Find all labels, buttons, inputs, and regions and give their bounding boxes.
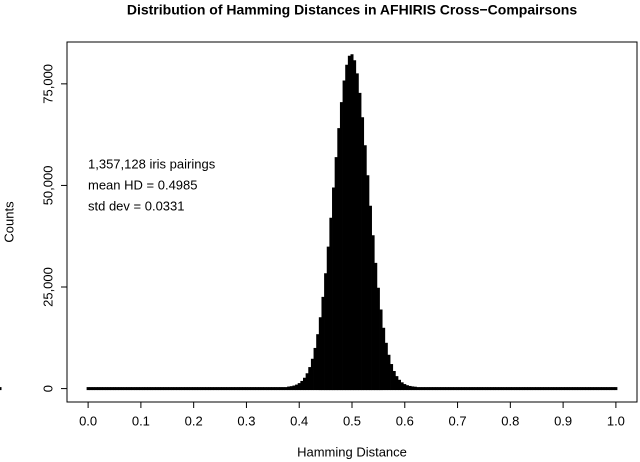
x-tick-label: 0.1 bbox=[132, 413, 150, 428]
chart-title: Distribution of Hamming Distances in AFH… bbox=[127, 2, 577, 18]
x-tick-label: 0.3 bbox=[237, 413, 255, 428]
x-tick-label: 0.7 bbox=[449, 413, 467, 428]
x-tick-label: 1.0 bbox=[607, 413, 625, 428]
x-tick-label: 0.8 bbox=[501, 413, 519, 428]
y-tick-label: 75,000 bbox=[40, 64, 55, 104]
y-tick-label: 0 bbox=[40, 385, 55, 392]
annotation: std dev = 0.0331 bbox=[88, 198, 185, 213]
x-axis-label: Hamming Distance bbox=[297, 444, 407, 459]
y-axis-label: Counts bbox=[1, 201, 16, 243]
x-tick-label: 0.6 bbox=[396, 413, 414, 428]
x-tick-label: 0.9 bbox=[554, 413, 572, 428]
x-tick-label: 0.4 bbox=[290, 413, 308, 428]
annotation: 1,357,128 iris pairings bbox=[88, 156, 216, 171]
x-tick-label: 0.0 bbox=[79, 413, 97, 428]
x-tick-label: 0.5 bbox=[343, 413, 361, 428]
x-tick-label: 0.2 bbox=[185, 413, 203, 428]
annotation: mean HD = 0.4985 bbox=[88, 177, 197, 192]
y-tick-label: 50,000 bbox=[40, 166, 55, 206]
y-tick-label: 25,000 bbox=[40, 267, 55, 307]
